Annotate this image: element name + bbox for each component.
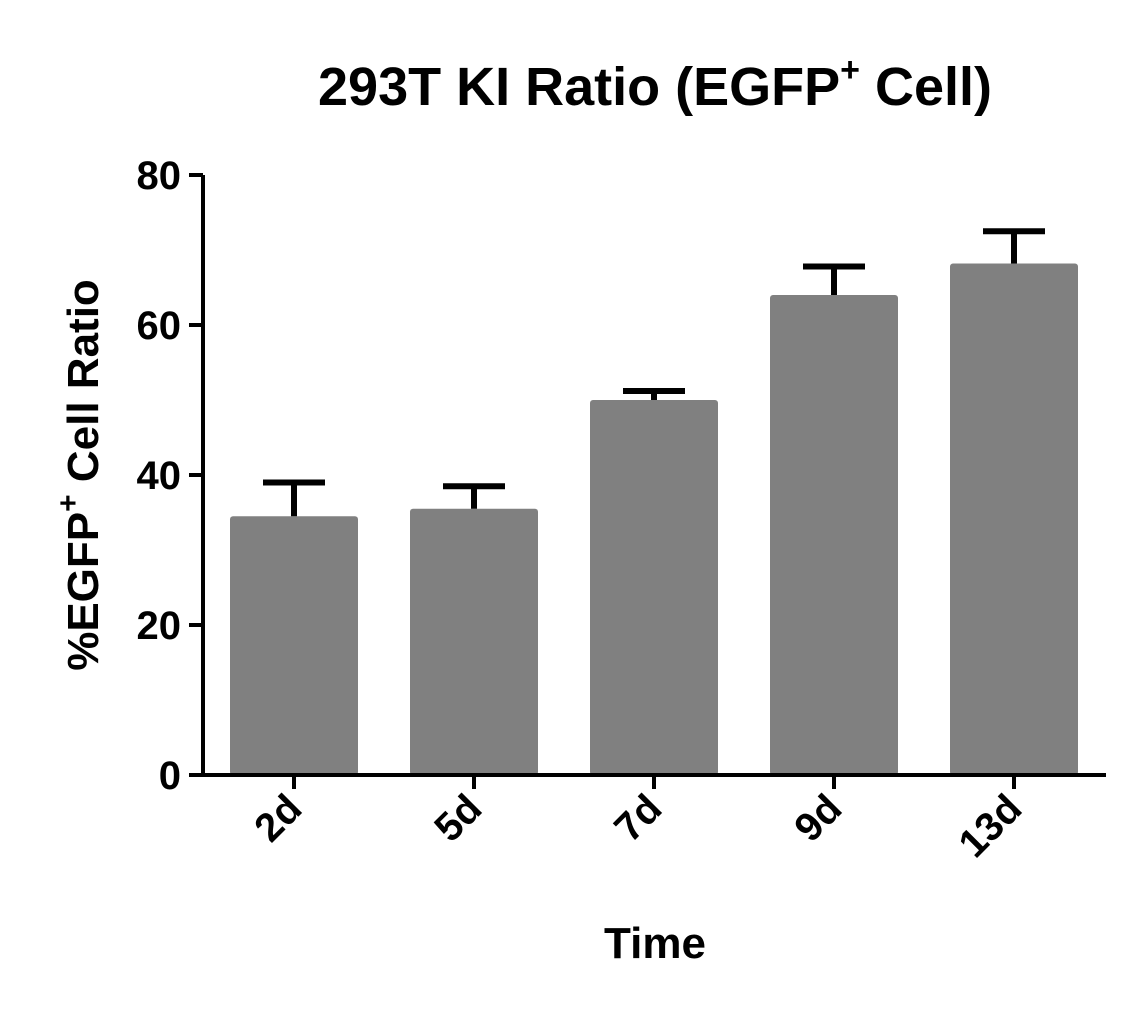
chart-title-superscript: + [840,51,860,89]
bar-13d [950,263,1078,775]
y-axis-title-superscript: + [52,494,85,512]
y-tick-label-20: 20 [137,604,182,648]
bar-9d [770,295,898,775]
x-ticks-layer: 2d 5d 7d 9d 13d [246,775,1030,866]
bars-layer [230,263,1078,775]
y-tick-label-80: 80 [137,154,182,198]
x-tick-label-5d: 5d [426,786,490,850]
chart-title-main: 293T KI Ratio (EGFP [318,57,840,117]
x-tick-label-7d: 7d [606,786,670,850]
chart-title-tail: Cell) [860,57,992,117]
y-tick-label-0: 0 [159,754,181,798]
x-axis-title: Time [604,919,706,968]
y-ticks-layer: 0 20 40 60 80 [137,154,203,798]
chart-title: 293T KI Ratio (EGFP+ Cell) [318,51,992,117]
y-tick-label-40: 40 [137,454,182,498]
y-axis-title-main: %EGFP [59,512,108,671]
error-bars-layer [263,228,1045,517]
x-tick-label-9d: 9d [786,786,850,850]
x-tick-label-13d: 13d [951,786,1031,866]
y-tick-label-60: 60 [137,304,182,348]
bar-5d [410,508,538,775]
x-tick-label-2d: 2d [246,786,310,850]
bar-2d [230,516,358,775]
y-axis-title-tail: Cell Ratio [59,279,108,494]
y-axis-title: %EGFP+ Cell Ratio [52,279,108,671]
bar-7d [590,400,718,775]
